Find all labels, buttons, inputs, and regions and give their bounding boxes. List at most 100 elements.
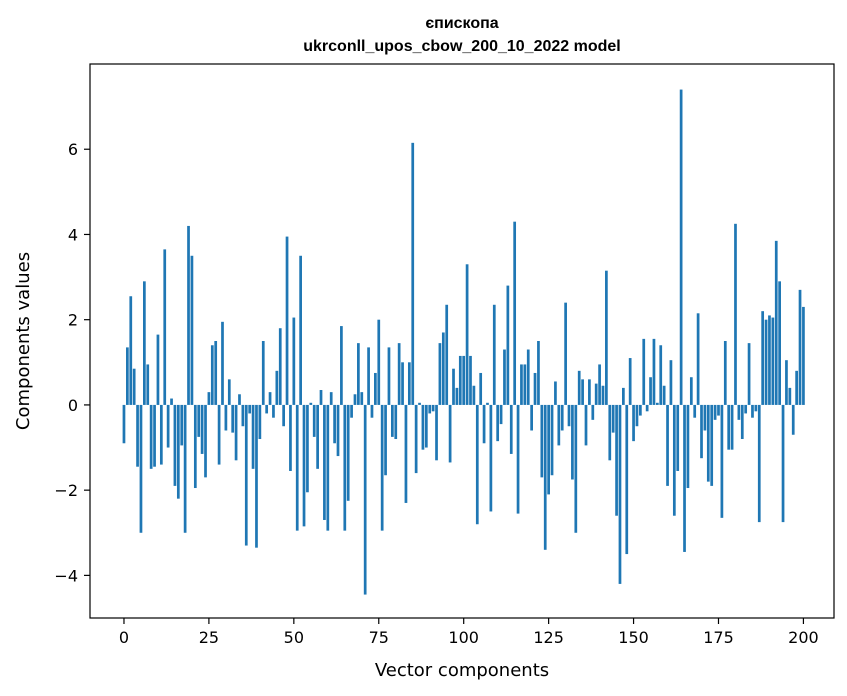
bar-191 — [771, 317, 775, 405]
bar-32 — [231, 404, 235, 433]
bar-78 — [387, 347, 391, 405]
bar-88 — [421, 404, 425, 450]
bar-29 — [221, 321, 224, 405]
y-tick-label-0: 0 — [68, 396, 78, 415]
bar-141 — [601, 385, 605, 405]
bar-124 — [543, 404, 547, 550]
bar-36 — [244, 404, 248, 546]
bar-181 — [737, 404, 741, 420]
x-axis-label: Vector components — [375, 660, 549, 681]
bar-192 — [774, 240, 778, 405]
bar-34 — [238, 394, 241, 405]
bar-105 — [479, 372, 483, 405]
bar-142 — [605, 270, 608, 405]
bar-183 — [744, 404, 748, 414]
bar-106 — [482, 404, 486, 444]
bar-113 — [506, 285, 510, 405]
bar-1 — [126, 347, 129, 405]
bar-17 — [180, 404, 184, 446]
bar-59 — [323, 404, 326, 520]
bar-50 — [292, 317, 296, 405]
bar-5 — [139, 404, 143, 533]
bar-180 — [734, 223, 737, 405]
bar-103 — [472, 385, 476, 405]
bar-28 — [217, 404, 221, 465]
bar-91 — [431, 404, 435, 412]
bar-184 — [747, 343, 751, 405]
bar-81 — [397, 343, 401, 405]
bar-140 — [598, 364, 601, 405]
bar-38 — [251, 404, 255, 469]
bar-46 — [278, 328, 282, 405]
bar-126 — [550, 404, 554, 476]
bar-24 — [204, 404, 207, 478]
bar-164 — [679, 89, 683, 405]
y-tick-label--2: −2 — [54, 481, 78, 500]
bar-101 — [465, 264, 469, 405]
y-tick-label-4: 4 — [68, 225, 78, 244]
bar-97 — [452, 368, 455, 405]
x-tick-label-200: 200 — [788, 628, 819, 647]
bar-131 — [567, 404, 571, 427]
bar-135 — [581, 379, 584, 405]
bar-161 — [669, 360, 673, 405]
bar-194 — [781, 404, 785, 523]
bar-152 — [639, 404, 642, 416]
bar-139 — [594, 383, 598, 405]
bar-11 — [159, 404, 163, 465]
bar-85 — [411, 142, 415, 405]
bar-49 — [289, 404, 292, 471]
bar-118 — [523, 364, 527, 405]
bar-134 — [577, 370, 581, 405]
bar-167 — [689, 377, 693, 405]
bar-196 — [788, 387, 792, 405]
bar-195 — [785, 360, 788, 405]
bar-54 — [306, 404, 309, 493]
bar-171 — [703, 404, 707, 431]
bar-151 — [635, 404, 639, 427]
bar-168 — [693, 404, 697, 418]
bar-86 — [414, 404, 418, 474]
bar-80 — [394, 404, 398, 440]
bar-159 — [662, 385, 666, 405]
bar-79 — [391, 404, 394, 437]
bar-116 — [516, 404, 520, 514]
bar-82 — [401, 362, 404, 405]
bar-9 — [153, 404, 156, 467]
bar-157 — [655, 402, 659, 405]
bar-12 — [163, 249, 167, 405]
bar-144 — [611, 404, 615, 433]
bar-115 — [513, 221, 517, 405]
bar-193 — [778, 281, 781, 405]
bar-8 — [149, 404, 153, 469]
bar-150 — [632, 404, 635, 442]
bar-154 — [645, 404, 649, 412]
bar-43 — [268, 392, 272, 405]
bar-166 — [686, 404, 690, 489]
bar-56 — [312, 404, 316, 437]
bar-20 — [190, 255, 194, 405]
bar-4 — [136, 404, 139, 467]
bar-77 — [384, 404, 387, 476]
bar-69 — [357, 343, 360, 405]
bar-117 — [520, 364, 523, 405]
bar-16 — [176, 404, 180, 499]
x-tick-label-0: 0 — [119, 628, 129, 647]
bar-190 — [768, 315, 771, 405]
bar-189 — [764, 319, 768, 405]
bar-90 — [428, 404, 432, 414]
bar-95 — [445, 304, 449, 405]
x-tick-label-75: 75 — [369, 628, 389, 647]
bar-111 — [499, 404, 503, 425]
bar-60 — [326, 404, 330, 531]
bar-122 — [537, 341, 540, 405]
bar-45 — [275, 370, 279, 405]
bar-176 — [720, 404, 724, 518]
bar-51 — [295, 404, 299, 531]
x-tick-label-150: 150 — [618, 628, 649, 647]
bar-44 — [272, 404, 275, 418]
bar-57 — [316, 404, 319, 469]
bar-53 — [302, 404, 306, 527]
bar-175 — [717, 404, 720, 416]
